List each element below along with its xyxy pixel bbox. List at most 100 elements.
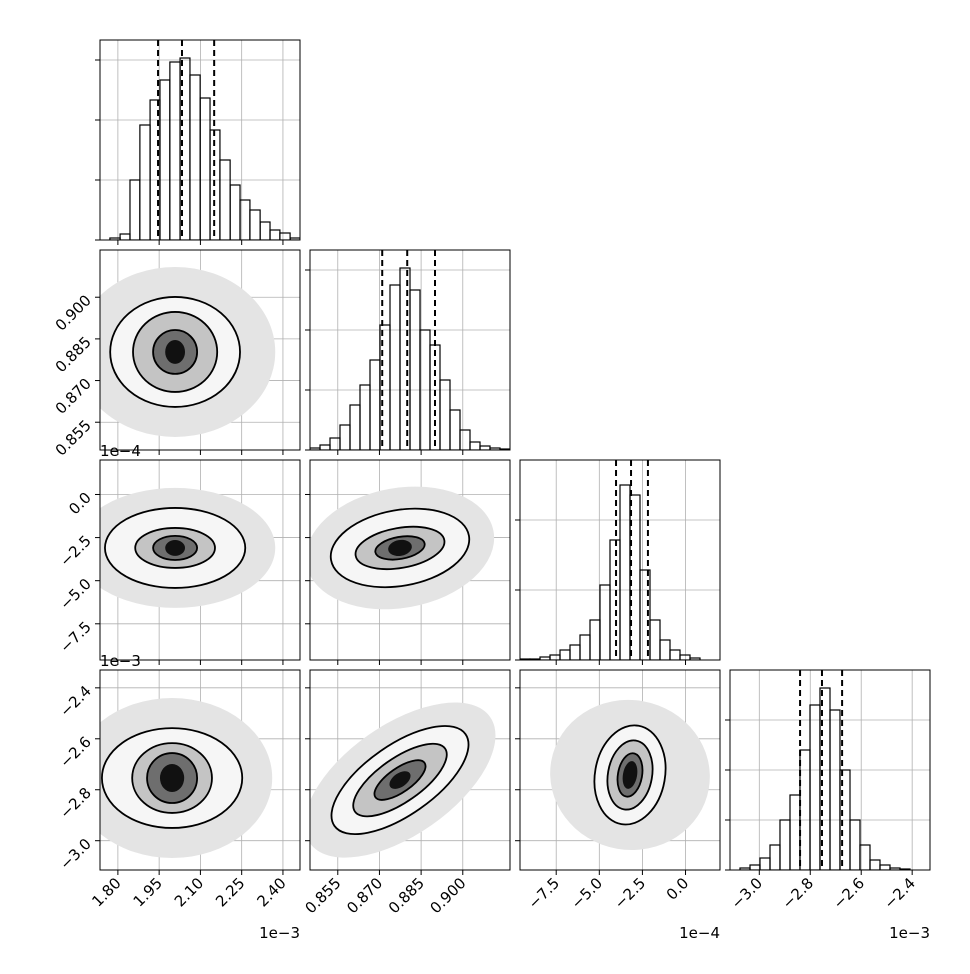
hist-bin — [399, 267, 411, 450]
panel: −7.5−5.0−2.5 0.0 1e−4 — [515, 669, 721, 942]
hist-bin — [229, 184, 241, 240]
density-contour — [165, 540, 186, 556]
hist-bin — [319, 444, 331, 450]
hist-bin — [609, 539, 621, 660]
panel — [305, 459, 511, 665]
hist-bin — [269, 229, 281, 240]
y-tick-label: 0.870 — [52, 375, 95, 418]
hist-bin — [869, 859, 881, 870]
hist-bin — [749, 864, 761, 870]
hist-bin — [649, 619, 661, 660]
x-tick-label: −2.4 — [881, 874, 919, 912]
hist-bin — [479, 445, 491, 450]
panel — [95, 39, 301, 245]
panel-frame — [309, 249, 511, 451]
x-tick-label: 2.10 — [171, 874, 207, 910]
panel-frame — [309, 669, 511, 871]
x-tick-label: 0.0 — [663, 874, 693, 904]
hist-bin — [119, 233, 131, 240]
hist-bin — [579, 634, 591, 660]
x-tick-label: 1.80 — [88, 874, 124, 910]
hist-bin — [769, 844, 781, 870]
panel — [305, 249, 511, 455]
hist-bin — [679, 654, 691, 660]
density-contour — [165, 340, 186, 364]
hist-bin — [169, 61, 181, 240]
y-tick-label: −2.5 — [56, 532, 94, 570]
y-tick-label: −2.8 — [56, 784, 94, 822]
y-tick-label: 0.900 — [52, 291, 95, 334]
hist-bin — [249, 209, 261, 240]
hist-bin — [809, 704, 821, 870]
x-tick-label: −5.0 — [568, 874, 606, 912]
hist-bin — [459, 429, 471, 450]
x-tick-label: −7.5 — [525, 874, 563, 912]
panel-frame — [309, 459, 511, 661]
x-tick-label: 2.40 — [253, 874, 289, 910]
hist-bin — [369, 359, 381, 450]
x-tick-label: −2.6 — [830, 874, 868, 912]
x-tick-label: 0.900 — [427, 874, 470, 917]
hist-bin — [139, 124, 151, 240]
hist-bin — [859, 844, 871, 870]
x-offset-label: 1e−3 — [259, 924, 300, 942]
hist-bin — [619, 484, 631, 660]
hist-bin — [789, 794, 801, 870]
density-contour — [388, 539, 412, 557]
hist-bin — [329, 437, 341, 450]
panel: −7.5 −5.0 −2.5 0.0 1e−4 — [56, 442, 301, 665]
panel: −3.0 −2.8 −2.6 −2.4 1e−3 — [725, 669, 931, 942]
hist-bin — [389, 284, 401, 450]
x-tick-label: 2.25 — [212, 874, 248, 910]
panel-frame — [519, 459, 721, 661]
hist-bin — [409, 289, 421, 450]
panel-frame — [729, 669, 931, 871]
hist-bin — [189, 74, 201, 240]
hist-bin — [759, 857, 771, 870]
y-tick-label: −3.0 — [56, 835, 94, 873]
hist-bin — [849, 819, 861, 870]
panel-frame — [99, 39, 301, 241]
hist-bin — [549, 654, 561, 660]
hist-bin — [829, 709, 841, 870]
hist-bin — [199, 97, 211, 240]
hist-bin — [129, 179, 141, 240]
y-tick-label: −2.4 — [56, 682, 94, 720]
density-contour — [622, 761, 638, 789]
hist-bin — [689, 657, 701, 660]
hist-bin — [449, 409, 461, 450]
x-offset-label: 1e−3 — [889, 924, 930, 942]
hist-bin — [569, 644, 581, 660]
x-tick-label: 0.855 — [302, 874, 345, 917]
hist-bin — [469, 441, 481, 450]
panel: 1.80 1.95 2.10 2.25 2.40 1e−3 −3.0 −2.8 −2.6 −2.4… — [56, 652, 301, 942]
hist-bin — [669, 649, 681, 660]
x-offset-label: 1e−4 — [679, 924, 720, 942]
y-tick-label: −5.0 — [56, 575, 94, 613]
x-tick-label: 0.870 — [343, 874, 386, 917]
x-tick-label: −2.5 — [611, 874, 649, 912]
density-contour — [159, 764, 185, 793]
hist-bin — [659, 639, 671, 660]
y-offset-label: 1e−4 — [100, 442, 141, 460]
x-tick-label: −3.0 — [728, 874, 766, 912]
panel-frame — [99, 459, 301, 661]
hist-bin — [639, 569, 651, 660]
y-tick-label: −2.6 — [56, 733, 94, 771]
hist-bin — [779, 819, 791, 870]
y-tick-label: −7.5 — [56, 618, 94, 656]
hist-bin — [559, 649, 571, 660]
hist-bin — [589, 619, 601, 660]
x-tick-label: −2.8 — [779, 874, 817, 912]
hist-bin — [259, 221, 271, 240]
panel — [515, 459, 721, 665]
hist-bin — [879, 864, 891, 870]
hist-bin — [349, 404, 361, 450]
y-tick-label: 0.885 — [52, 333, 95, 376]
panel-frame — [99, 669, 301, 871]
y-tick-label: 0.0 — [65, 489, 95, 519]
panel-frame — [99, 249, 301, 451]
hist-bin — [339, 424, 351, 450]
